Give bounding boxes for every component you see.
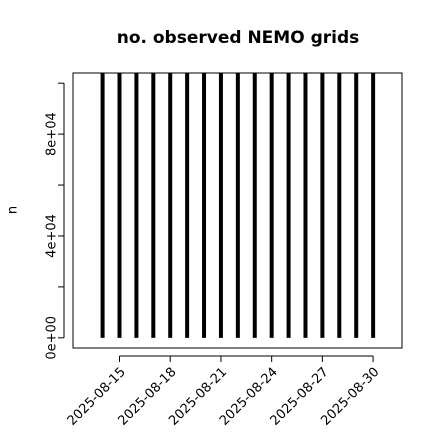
chart-title: no. observed NEMO grids [117, 28, 360, 48]
y-tick-label: 4e+04 [45, 214, 60, 258]
y-tick-label: 8e+04 [45, 112, 60, 156]
y-axis-label: n [6, 206, 21, 214]
y-tick-label: 0e+00 [45, 316, 60, 360]
